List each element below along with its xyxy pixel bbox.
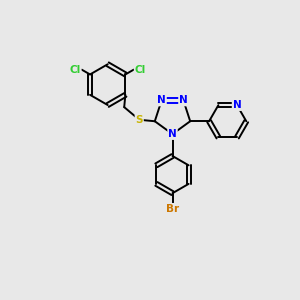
- Text: N: N: [157, 95, 166, 106]
- Text: Cl: Cl: [70, 64, 81, 75]
- Text: Br: Br: [166, 204, 179, 214]
- Text: N: N: [179, 95, 188, 106]
- Text: N: N: [232, 100, 242, 110]
- Text: N: N: [168, 129, 177, 139]
- Text: S: S: [136, 115, 143, 125]
- Text: Cl: Cl: [135, 64, 146, 75]
